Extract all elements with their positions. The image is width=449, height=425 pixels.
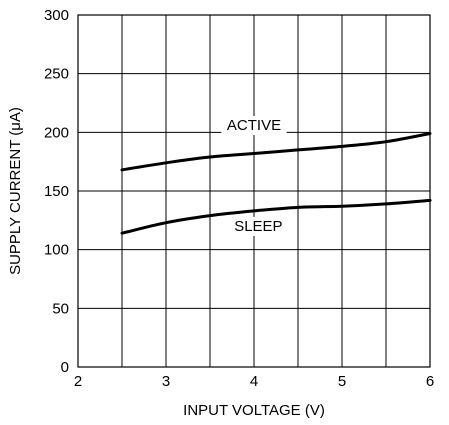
x-tick-label: 2 [74,373,82,390]
y-tick-label: 200 [44,124,69,141]
y-axis-title: SUPPLY CURRENT (μA) [7,107,24,275]
series-label-bg [230,216,287,236]
y-tick-label: 150 [44,183,69,200]
y-tick-label: 100 [44,242,69,259]
plot-frame [77,14,431,368]
series-line-active [120,132,432,172]
y-tick-label: 250 [44,66,69,83]
y-tick-labels: 0 50 100 150 200 250 300 [44,7,69,376]
x-tick-label: 6 [426,373,434,390]
grid-lines [78,15,430,367]
series-label-bg [221,115,287,135]
y-tick-label: 50 [52,300,69,317]
y-tick-label: 300 [44,7,69,24]
series-line-sleep [120,198,432,235]
series-lines [120,132,432,235]
x-axis-title: INPUT VOLTAGE (V) [183,402,325,419]
x-tick-label: 5 [338,373,346,390]
x-tick-labels: 2 3 4 5 6 [74,373,434,390]
y-tick-label: 0 [61,359,69,376]
x-tick-label: 4 [250,373,258,390]
series-label-active: ACTIVE [227,117,281,134]
series-labels: ACTIVE SLEEP [221,115,287,236]
series-label-sleep: SLEEP [234,218,282,235]
x-tick-label: 3 [162,373,170,390]
